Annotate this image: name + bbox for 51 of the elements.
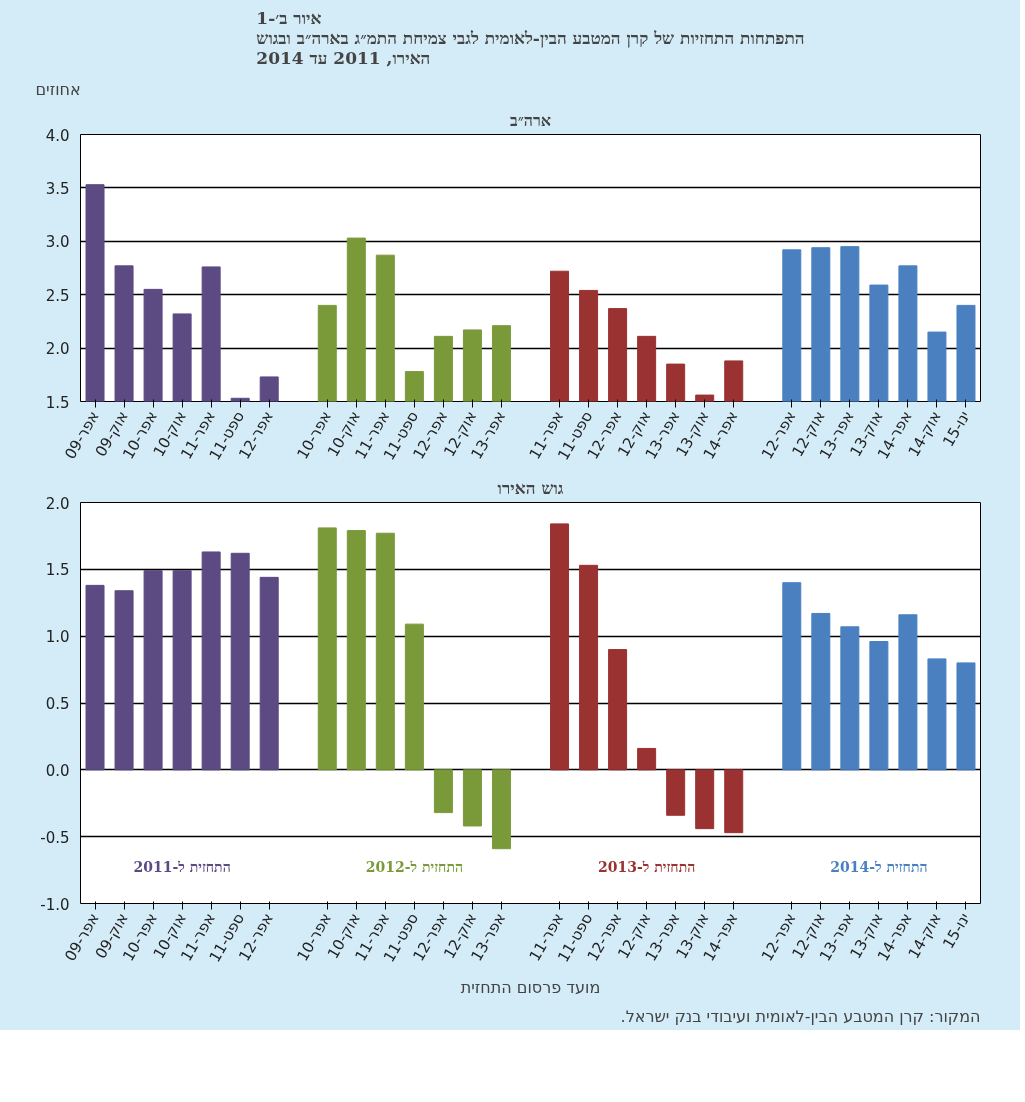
text: התחזית ל-2012 <box>365 859 463 876</box>
bar <box>550 523 570 771</box>
bar <box>85 584 105 771</box>
y-tick-label: 1.5 <box>45 393 70 412</box>
bar <box>782 582 802 771</box>
bar <box>259 576 279 771</box>
y-tick-label: 0.5 <box>45 695 70 713</box>
bar <box>172 570 192 771</box>
bar <box>143 570 163 771</box>
y-tick-label: 2.5 <box>45 286 70 305</box>
bar <box>869 641 889 771</box>
bar <box>608 649 628 771</box>
y-tick-label: 1.0 <box>45 628 70 647</box>
text: התחזית ל-2013 <box>598 859 696 876</box>
y-tick-label: -1.0 <box>40 895 70 914</box>
bar <box>898 614 918 771</box>
bar <box>230 552 250 771</box>
bar <box>404 623 424 771</box>
y-tick-label: 3.0 <box>45 233 70 252</box>
text: התחזית ל-2011 <box>133 859 231 876</box>
bar <box>811 612 831 771</box>
bar <box>201 551 221 771</box>
bar <box>491 769 511 850</box>
bar <box>317 527 337 771</box>
bar <box>114 590 134 771</box>
y-tick-label: 1.5 <box>45 561 70 580</box>
text: המקור: קרן המטבע הבין-לאומית ועיבודי בנק ישראל. <box>620 1006 981 1026</box>
chart-title: גוש האירו <box>497 477 564 498</box>
bar <box>579 564 599 771</box>
bar <box>666 769 686 816</box>
bar <box>956 662 976 771</box>
y-tick-label: 0.0 <box>45 761 70 780</box>
chart-subtitle: ארה״ב <box>509 110 552 130</box>
bar <box>724 769 744 834</box>
bar <box>462 769 482 827</box>
bar <box>375 532 395 771</box>
y-axis-title: אחוזים <box>35 79 81 99</box>
text: התחזית ל-2014 <box>830 859 928 876</box>
bar <box>346 530 366 771</box>
y-tick-label: 2.0 <box>45 494 70 513</box>
chart-title: איור ב׳-1 התפתחות התחזיות של קרן המטבע הבין-לאומית לגבי צמיחת התמ״ג בארה״ב ובגוש האירו, 2011 עד 2014 <box>256 7 805 68</box>
bar <box>433 769 453 814</box>
bar <box>927 658 947 771</box>
y-tick-label: 3.5 <box>45 179 70 198</box>
y-tick-label: 2.0 <box>45 340 70 359</box>
bar <box>637 747 657 771</box>
y-tick-label: 4.0 <box>45 126 70 145</box>
bar <box>695 769 715 830</box>
y-tick-label: -0.5 <box>40 828 70 847</box>
x-axis-title: מועד פרסום התחזית <box>460 977 601 997</box>
bar <box>840 626 860 771</box>
